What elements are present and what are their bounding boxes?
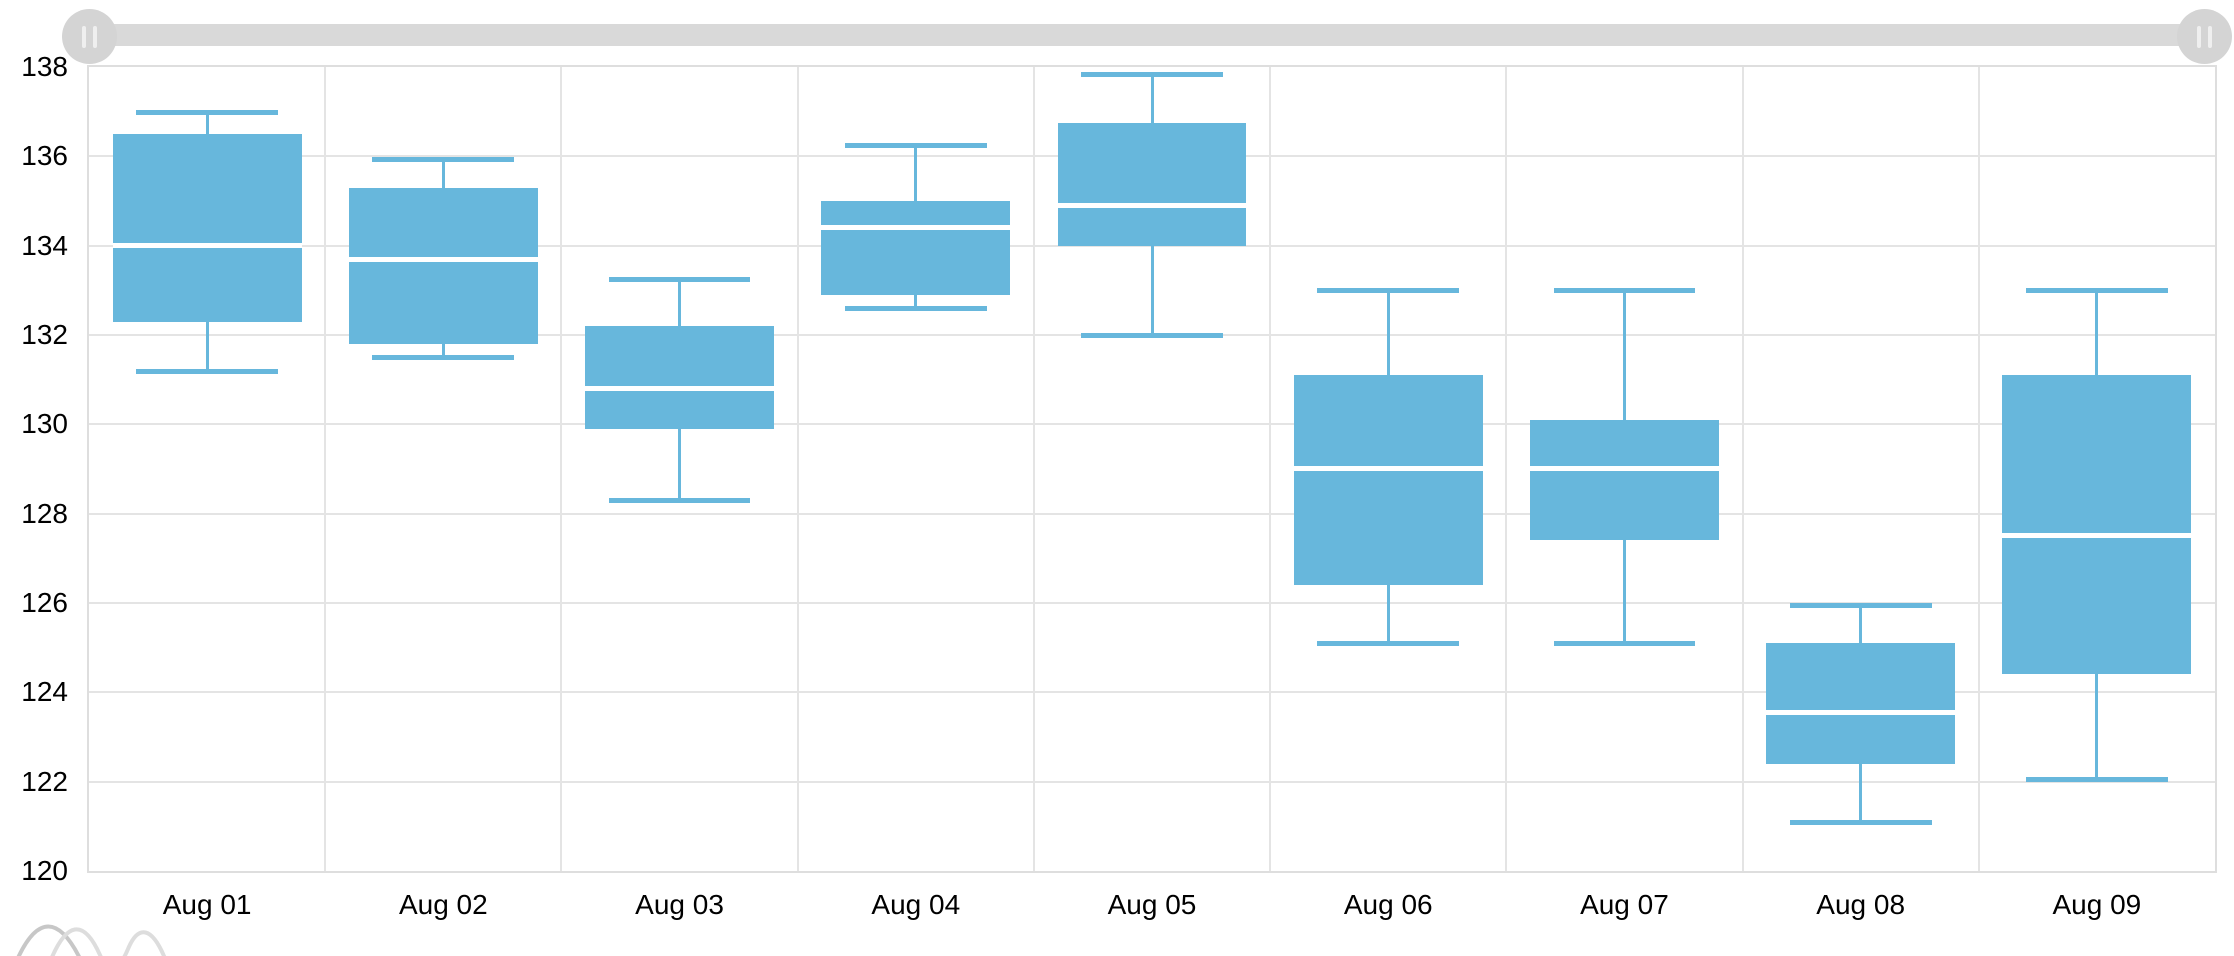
whisker-cap: [2026, 777, 2168, 783]
box-plot-item[interactable]: [1529, 419, 1719, 541]
median-line: [1057, 202, 1247, 208]
whisker-cap: [136, 368, 278, 374]
whisker-line: [1386, 585, 1390, 644]
box-plot-item[interactable]: [348, 187, 538, 344]
x-axis-category-label: Aug 07: [1580, 889, 1669, 920]
gridline-vertical: [1505, 67, 1508, 871]
scrollbar-grip-icon: [2197, 25, 2212, 48]
gridline-vertical: [1741, 67, 1744, 871]
box-plot-item[interactable]: [1293, 375, 1483, 586]
plot-border: [87, 65, 2217, 873]
x-axis-category-label: Aug 02: [398, 889, 488, 920]
whisker-line: [914, 294, 918, 309]
whisker-line: [205, 111, 209, 134]
box-plot-item[interactable]: [2002, 375, 2192, 675]
x-axis-category-label: Aug 03: [635, 889, 724, 920]
whisker-line: [1150, 245, 1154, 335]
y-axis-tick-label: 134: [21, 229, 68, 261]
gridline-horizontal: [89, 691, 2215, 694]
y-axis-tick-label: 126: [21, 587, 68, 618]
whisker-line: [1622, 540, 1626, 644]
y-axis-tick-label: 138: [21, 51, 68, 82]
y-axis-tick-label: 130: [21, 408, 68, 440]
median-line: [2002, 533, 2192, 539]
whisker-line: [1150, 73, 1154, 123]
whisker-cap: [1789, 819, 1932, 825]
whisker-line: [1859, 763, 1863, 822]
whisker-cap: [1081, 333, 1223, 338]
whisker-line: [914, 145, 918, 201]
scrollbar-grip-icon: [82, 25, 97, 48]
x-axis-category-label: Aug 05: [1107, 889, 1197, 920]
whisker-line: [441, 343, 445, 358]
median-line: [1293, 466, 1483, 472]
gridline-vertical: [1977, 67, 1980, 871]
gridline-horizontal: [89, 780, 2215, 783]
whisker-line: [678, 279, 682, 327]
gridline-vertical: [1032, 67, 1035, 871]
gridline-vertical: [796, 67, 799, 871]
x-axis-category-label: Aug 06: [1343, 889, 1433, 920]
x-axis-category-label: Aug 08: [1816, 889, 1906, 920]
whisker-cap: [372, 355, 515, 361]
gridline-horizontal: [89, 512, 2215, 515]
y-axis-tick-label: 124: [21, 676, 68, 708]
y-axis-tick-label: 136: [21, 140, 68, 172]
y-axis-tick-label: 132: [21, 319, 68, 350]
whisker-line: [1859, 605, 1863, 644]
median-line: [821, 225, 1011, 231]
box-plot-item[interactable]: [1057, 122, 1247, 246]
x-axis-category-label: Aug 09: [2052, 889, 2142, 920]
whisker-line: [1386, 290, 1390, 376]
whisker-cap: [608, 498, 751, 504]
whisker-cap: [1317, 641, 1460, 647]
box-plot-item[interactable]: [1766, 643, 1956, 764]
median-line: [1766, 709, 1956, 715]
median-line: [112, 243, 302, 249]
median-line: [585, 386, 775, 392]
scrollbar-track[interactable]: [63, 24, 2229, 46]
whisker-cap: [1553, 641, 1696, 647]
gridline-horizontal: [89, 423, 2215, 426]
x-axis-category-label: Aug 04: [871, 889, 961, 920]
whisker-line: [2095, 290, 2099, 376]
scrollbar-right-handle[interactable]: [2177, 9, 2232, 64]
amcharts-logo[interactable]: [8, 901, 178, 956]
whisker-line: [205, 321, 209, 371]
whisker-line: [1622, 290, 1626, 420]
whisker-cap: [844, 306, 987, 312]
scrollbar-left-handle[interactable]: [62, 9, 117, 64]
median-line: [348, 256, 538, 262]
box-plot-item[interactable]: [585, 326, 775, 429]
x-axis-category-label: Aug 01: [162, 889, 252, 920]
gridline-vertical: [560, 67, 563, 871]
whisker-line: [678, 428, 682, 501]
whisker-line: [441, 158, 445, 188]
gridline-horizontal: [89, 602, 2215, 604]
box-plot-item[interactable]: [821, 201, 1011, 295]
whisker-line: [2095, 674, 2099, 780]
median-line: [1529, 466, 1719, 472]
y-axis-tick-label: 122: [21, 765, 68, 797]
box-plot-item[interactable]: [112, 134, 302, 322]
gridline-vertical: [1269, 67, 1272, 871]
y-axis-tick-label: 128: [21, 497, 68, 529]
y-axis-tick-label: 120: [21, 855, 68, 886]
gridline-vertical: [324, 67, 327, 871]
